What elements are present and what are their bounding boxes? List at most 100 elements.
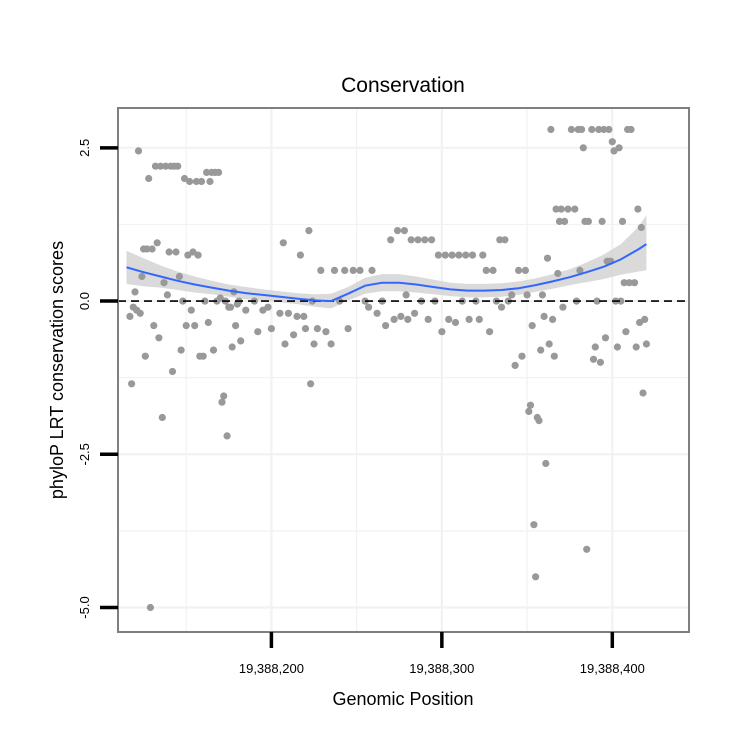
data-point [455, 251, 463, 259]
data-point [158, 413, 166, 422]
data-point [400, 227, 408, 235]
data-point [301, 325, 310, 333]
data-point [172, 248, 180, 256]
data-point [146, 603, 154, 612]
data-point [397, 312, 405, 320]
data-point [310, 340, 318, 348]
data-point [543, 254, 552, 262]
data-point [571, 205, 579, 213]
data-point [160, 279, 168, 287]
data-point [632, 343, 640, 351]
data-point [134, 147, 143, 155]
data-point [620, 279, 628, 287]
data-point [153, 239, 161, 247]
data-point [215, 168, 223, 176]
data-point [465, 315, 473, 323]
data-point [138, 272, 146, 281]
data-point [168, 367, 177, 376]
data-point [387, 236, 395, 244]
data-point [317, 266, 325, 274]
data-point [382, 322, 390, 330]
data-point [445, 315, 453, 323]
data-point [218, 398, 226, 406]
data-point [559, 303, 567, 311]
data-point [521, 266, 530, 274]
data-point [404, 315, 412, 323]
data-point [528, 322, 536, 330]
data-point [126, 312, 134, 320]
data-point [197, 177, 206, 186]
y-tick-label: 0.0 [77, 292, 92, 310]
data-point [497, 303, 506, 311]
data-point [475, 315, 483, 323]
data-point [421, 236, 429, 244]
data-point [228, 343, 236, 351]
data-point [226, 303, 235, 311]
data-point [434, 251, 442, 259]
data-point [550, 352, 558, 360]
data-point [402, 291, 410, 299]
data-point [162, 162, 170, 170]
data-point [279, 239, 287, 247]
data-point [535, 417, 543, 425]
panel-border [117, 107, 690, 633]
data-point [264, 303, 272, 311]
x-tick-label: 19,388,300 [409, 661, 474, 676]
data-point [322, 328, 330, 336]
data-point [267, 325, 275, 333]
data-point [639, 389, 647, 397]
data-point [175, 272, 183, 281]
data-point [486, 328, 494, 336]
data-point [290, 331, 298, 339]
data-point [206, 177, 214, 186]
data-point [451, 318, 460, 327]
data-point [373, 309, 381, 317]
data-point [617, 297, 625, 305]
data-point [552, 205, 560, 213]
data-point [627, 125, 635, 134]
data-point [300, 312, 308, 320]
data-point [368, 266, 376, 274]
data-point [448, 251, 456, 259]
data-point [538, 291, 547, 299]
data-point [424, 315, 432, 323]
x-axis-title: Genomic Position [332, 689, 473, 709]
panel-background [118, 108, 689, 632]
data-point [327, 340, 335, 348]
data-point [284, 309, 292, 317]
data-point [407, 236, 415, 244]
data-point [131, 288, 139, 296]
data-point [618, 217, 627, 225]
data-point [515, 266, 523, 274]
data-point [595, 125, 603, 134]
data-point [143, 245, 151, 253]
data-point [583, 545, 591, 553]
data-point [313, 325, 321, 333]
y-axis: 2.5 0.0 -2.5 -5.0 [77, 139, 118, 619]
data-point [578, 125, 586, 134]
data-point [641, 315, 649, 323]
data-point [557, 205, 565, 213]
data-point [237, 337, 245, 345]
data-point [204, 318, 212, 327]
data-point [220, 392, 228, 400]
data-point [598, 217, 606, 225]
data-point [307, 380, 315, 388]
data-point [637, 223, 645, 232]
data-point [365, 303, 373, 311]
y-axis-title: phyloP LRT conservation scores [47, 241, 67, 499]
data-point [468, 251, 477, 259]
data-point [174, 162, 182, 170]
data-point [356, 266, 364, 274]
data-point [136, 309, 144, 317]
data-point [564, 205, 572, 213]
data-point [296, 251, 304, 259]
data-point [642, 340, 651, 348]
data-point [596, 358, 605, 366]
data-point [199, 352, 207, 360]
data-point [179, 297, 187, 305]
data-point [393, 227, 402, 235]
data-point [508, 291, 516, 299]
data-point [584, 217, 593, 225]
